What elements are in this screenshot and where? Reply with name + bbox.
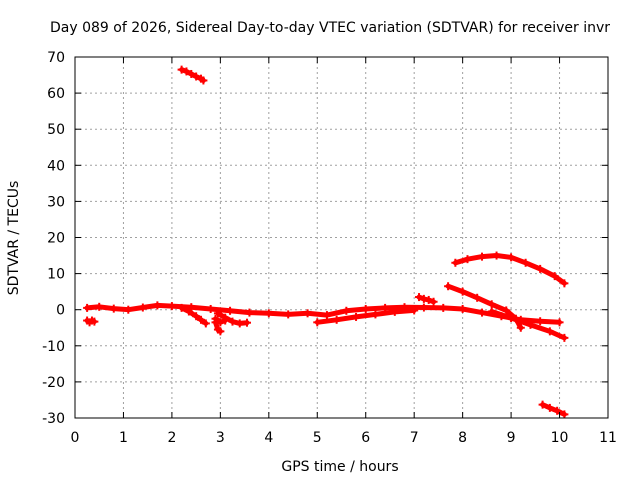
y-tick-label: -20: [42, 375, 65, 391]
x-tick-label: 11: [599, 430, 617, 446]
y-tick-label: -10: [42, 339, 65, 355]
chart-title: Day 089 of 2026, Sidereal Day-to-day VTE…: [50, 20, 610, 36]
y-axis-label: SDTVAR / TECUs: [6, 181, 22, 296]
series-group: [313, 306, 419, 327]
y-tick-label: 40: [47, 158, 65, 174]
x-tick-label: 9: [507, 430, 516, 446]
y-tick-label: 10: [47, 267, 65, 283]
series-group: [415, 293, 438, 306]
y-tick-label: 30: [47, 194, 65, 210]
y-tick-label: 20: [47, 231, 65, 247]
series-line: [452, 253, 567, 286]
x-axis-ticks: 0 1 2 3 4 5 6 7 8 9 10 11: [71, 57, 617, 446]
x-tick-label: 10: [551, 430, 569, 446]
series-group: [487, 307, 569, 342]
y-axis-ticks: -30 -20 -10 0 10 20 30 40 50 60 70: [42, 50, 608, 427]
x-tick-label: 3: [216, 430, 225, 446]
y-tick-label: -30: [42, 411, 65, 427]
series-group: [177, 65, 208, 85]
x-tick-label: 0: [71, 430, 80, 446]
series-group: [451, 251, 569, 288]
data-series: [83, 65, 569, 419]
x-tick-label: 7: [410, 430, 419, 446]
series-group: [83, 316, 99, 327]
y-tick-label: 70: [47, 50, 65, 66]
y-tick-label: 60: [47, 86, 65, 102]
gridlines: [75, 57, 608, 418]
x-tick-label: 2: [167, 430, 176, 446]
x-tick-label: 5: [313, 430, 322, 446]
series-line: [540, 402, 567, 417]
x-tick-label: 6: [361, 430, 370, 446]
y-tick-label: 0: [56, 303, 65, 319]
y-tick-label: 50: [47, 122, 65, 138]
series-group: [538, 400, 569, 419]
x-axis-label: GPS time / hours: [281, 459, 398, 475]
x-tick-label: 4: [264, 430, 273, 446]
series-group: [211, 314, 230, 327]
x-tick-label: 1: [119, 430, 128, 446]
series-group: [177, 303, 210, 328]
x-tick-label: 8: [458, 430, 467, 446]
